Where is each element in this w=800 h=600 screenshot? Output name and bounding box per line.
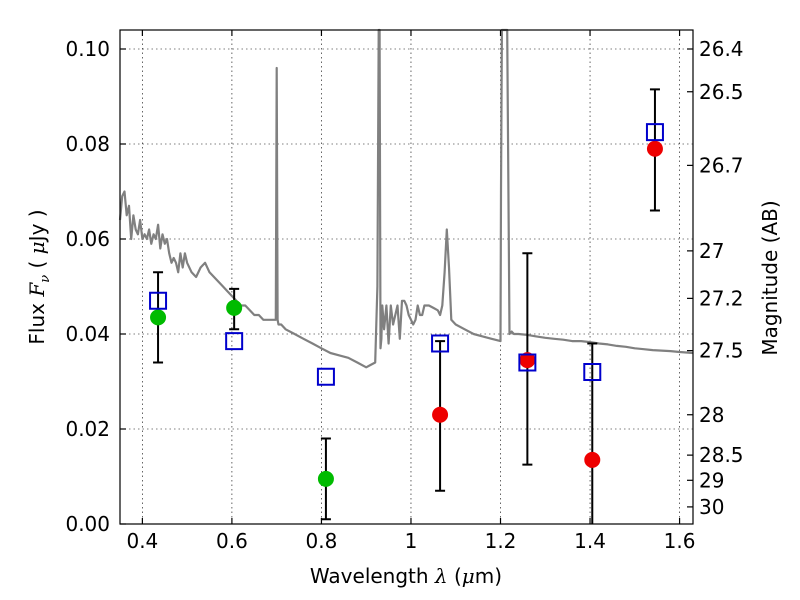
x-axis-label: Wavelength λ (μm) bbox=[310, 564, 502, 588]
y2-tick-label: 26.7 bbox=[699, 153, 744, 177]
x-tick-label: 1 bbox=[405, 529, 418, 553]
y-tick-label: 0.10 bbox=[65, 37, 110, 61]
y-axis-label: Flux Fν ( μJy ) bbox=[25, 209, 53, 344]
x-tick-label: 0.4 bbox=[126, 529, 158, 553]
y-tick-label: 0.02 bbox=[65, 417, 110, 441]
data-layer bbox=[118, 28, 694, 524]
y-tick-label: 0.04 bbox=[65, 322, 110, 346]
y2-axis-label: Magnitude (AB) bbox=[758, 200, 782, 355]
data-point bbox=[646, 140, 663, 157]
y2-tick-label: 27.2 bbox=[699, 286, 744, 310]
plot-frame bbox=[119, 29, 694, 525]
data-point bbox=[317, 470, 334, 487]
y2-tick-label: 29 bbox=[699, 468, 724, 492]
axis-layer: 0.4 0.6 0.8 1 1.2 1.4 1.6 0.00 0.02 0.04 0.06 0.08 0… bbox=[65, 30, 744, 553]
y2-tick-label: 30 bbox=[699, 495, 724, 519]
x-tick-label: 0.6 bbox=[216, 529, 248, 553]
data-point bbox=[150, 309, 167, 326]
data-point bbox=[226, 299, 243, 316]
model-point bbox=[645, 123, 664, 142]
y2-tick-label: 27 bbox=[699, 239, 724, 263]
y-tick-label: 0.08 bbox=[65, 132, 110, 156]
y2-tick-label: 28.5 bbox=[699, 443, 744, 467]
y2-tick-label: 26.4 bbox=[699, 37, 744, 61]
y-tick-label: 0.06 bbox=[65, 227, 110, 251]
data-point bbox=[432, 406, 449, 423]
y-tick-label: 0.00 bbox=[65, 512, 110, 536]
x-tick-label: 1.2 bbox=[485, 529, 517, 553]
data-point bbox=[584, 451, 601, 468]
model-spectrum-line bbox=[118, 28, 694, 369]
model-point bbox=[518, 353, 537, 372]
grid-layer bbox=[120, 30, 693, 525]
y2-tick-label: 28 bbox=[699, 403, 724, 427]
model-point bbox=[583, 363, 602, 381]
x-tick-label: 0.8 bbox=[306, 529, 338, 553]
model-point bbox=[316, 367, 335, 386]
y2-tick-label: 27.5 bbox=[699, 339, 744, 363]
y2-tick-label: 26.5 bbox=[699, 80, 744, 104]
x-tick-label: 1.6 bbox=[664, 529, 696, 553]
model-point bbox=[431, 334, 450, 353]
model-point bbox=[149, 291, 168, 310]
model-point bbox=[225, 332, 244, 351]
x-tick-label: 1.4 bbox=[574, 529, 606, 553]
data-point bbox=[519, 352, 536, 369]
